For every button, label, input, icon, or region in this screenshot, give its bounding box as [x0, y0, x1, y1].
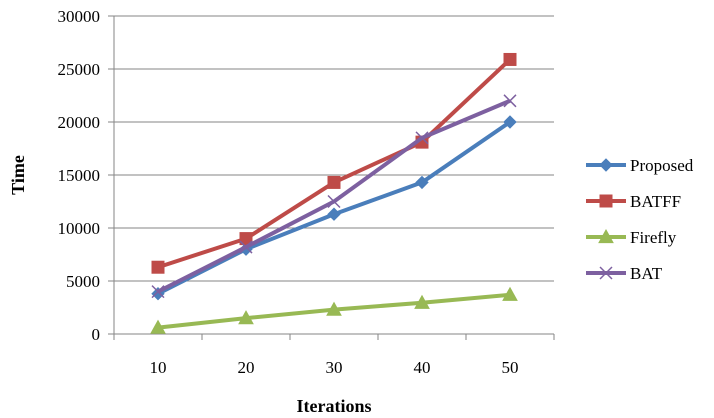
y-axis-title: Time: [8, 155, 28, 195]
x-tick-label: 30: [326, 358, 343, 377]
series-proposed: [151, 115, 517, 301]
legend-marker-bat: [599, 266, 613, 280]
axes: [108, 15, 555, 340]
data-point-bat: [503, 94, 517, 108]
data-point-batff: [327, 175, 341, 189]
data-point-batff: [239, 232, 253, 246]
legend-marker-batff: [599, 194, 613, 208]
data-point-proposed: [415, 175, 429, 190]
data-point-proposed: [503, 115, 517, 129]
y-tick-label: 30000: [58, 7, 101, 26]
legend-marker-proposed: [599, 158, 613, 172]
legend-label-batff: BATFF: [630, 192, 681, 211]
series-bat: [151, 94, 517, 299]
series-line-bat: [157, 98, 511, 294]
legend-marker-firefly: [598, 228, 614, 244]
data-point-firefly: [502, 286, 518, 301]
series-line-batff: [157, 58, 512, 270]
legend-item-firefly: Firefly: [586, 228, 677, 247]
legend-label-bat: BAT: [630, 264, 663, 283]
x-tick-label: 40: [414, 358, 431, 377]
series-batff: [151, 52, 517, 274]
y-tick-label: 5000: [66, 272, 100, 291]
y-tick-label: 20000: [58, 113, 101, 132]
data-point-batff: [151, 260, 165, 274]
data-point-bat: [327, 194, 341, 209]
data-point-firefly: [326, 301, 342, 316]
data-point-firefly: [238, 310, 254, 325]
x-tick-label: 10: [150, 358, 167, 377]
data-point-proposed: [327, 207, 341, 221]
x-axis-title: Iterations: [297, 396, 372, 416]
y-tick-label: 25000: [58, 60, 101, 79]
data-point-firefly: [150, 319, 166, 334]
data-point-firefly: [414, 294, 430, 309]
data-point-bat: [415, 131, 429, 145]
data-point-bat: [239, 240, 253, 254]
y-tick-label: 0: [92, 325, 101, 344]
data-point-batff: [503, 52, 517, 66]
y-tick-label: 15000: [58, 166, 101, 185]
legend-item-bat: BAT: [586, 264, 663, 283]
data-point-bat: [151, 285, 165, 299]
legend-item-batff: BATFF: [586, 192, 681, 211]
legend-item-proposed: Proposed: [586, 156, 694, 175]
legend-label-firefly: Firefly: [630, 228, 677, 247]
legend-label-proposed: Proposed: [630, 156, 694, 175]
y-tick-labels: 0 5000 10000 15000 20000 25000 30000: [58, 7, 101, 344]
x-tick-labels: 10 20 30 40 50: [150, 358, 519, 377]
x-tick-label: 50: [502, 358, 519, 377]
series-firefly: [150, 286, 518, 334]
legend: Proposed BATFF Firefly BAT: [586, 156, 694, 283]
y-tick-label: 10000: [58, 219, 101, 238]
x-tick-label: 20: [238, 358, 255, 377]
series-lines: [150, 52, 518, 334]
gridlines: [114, 15, 554, 282]
